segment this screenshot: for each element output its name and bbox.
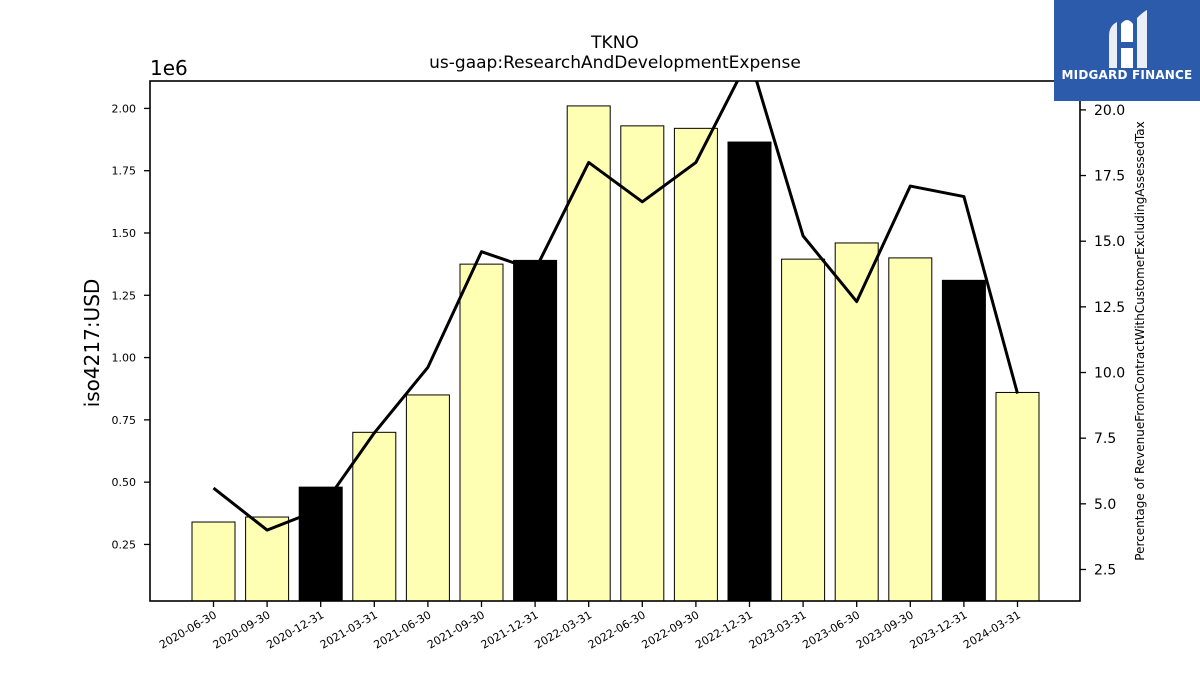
x-tick-label: 2022-09-30 xyxy=(640,608,702,651)
y2-axis-ticks: 2.5 5.0 7.5 10.0 12.5 15.0 17.5 20.0 xyxy=(1080,103,1125,578)
y-tick-label: 2.00 xyxy=(112,102,137,115)
bar-2022-12-31 xyxy=(727,141,772,602)
bar-2021-03-31 xyxy=(352,431,397,602)
x-tick-label: 2020-12-31 xyxy=(264,608,326,651)
x-tick-label: 2021-03-31 xyxy=(318,608,380,651)
bar-2021-09-30 xyxy=(459,263,504,602)
bar-2023-03-31 xyxy=(781,258,826,602)
bar-2022-09-30 xyxy=(673,127,718,602)
bar-2020-06-30 xyxy=(191,521,236,602)
bar-2024-03-31 xyxy=(995,391,1040,602)
y-tick-label: 0.50 xyxy=(112,476,137,489)
x-tick-label: 2023-12-31 xyxy=(908,608,970,651)
x-tick-label: 2023-06-30 xyxy=(800,608,862,651)
y2-tick-label: 15.0 xyxy=(1094,234,1125,250)
y2-tick-label: 2.5 xyxy=(1094,562,1116,578)
bar-2021-12-31 xyxy=(513,259,558,602)
x-tick-label: 2024-03-31 xyxy=(961,608,1023,651)
y-tick-label: 1.00 xyxy=(112,352,137,365)
chart-subtitle: us-gaap:ResearchAndDevelopmentExpense xyxy=(429,53,801,73)
bar-2021-06-30 xyxy=(405,394,450,602)
x-tick-label: 2021-12-31 xyxy=(479,608,541,651)
bar-2022-06-30 xyxy=(620,125,665,602)
bar-2022-03-31 xyxy=(566,105,611,602)
y2-tick-label: 12.5 xyxy=(1094,300,1125,316)
y-offset-label: 1e6 xyxy=(150,56,188,80)
x-tick-label: 2023-03-31 xyxy=(747,608,809,651)
y2-tick-label: 5.0 xyxy=(1094,497,1116,513)
y-tick-label: 1.25 xyxy=(112,289,137,302)
y-tick-label: 1.50 xyxy=(112,227,137,240)
y-axis-label: iso4217:USD xyxy=(80,279,104,408)
plot-frame xyxy=(149,80,1081,602)
chart-title: TKNO xyxy=(590,33,639,53)
bar-2023-09-30 xyxy=(888,257,933,602)
x-tick-label: 2020-09-30 xyxy=(211,608,273,651)
bar-2020-12-31 xyxy=(298,486,343,602)
y2-tick-label: 10.0 xyxy=(1094,366,1125,382)
bar-series xyxy=(191,105,1040,602)
x-tick-label: 2021-06-30 xyxy=(372,608,434,651)
y2-tick-label: 7.5 xyxy=(1094,431,1116,447)
revenue-percentage-line xyxy=(212,81,1019,532)
x-tick-label: 2020-06-30 xyxy=(157,608,219,651)
x-tick-label: 2023-09-30 xyxy=(854,608,916,651)
x-tick-label: 2022-03-31 xyxy=(532,608,594,651)
y-axis-ticks: 0.25 0.50 0.75 1.00 1.25 1.50 1.75 2.00 xyxy=(112,102,150,551)
x-tick-label: 2021-09-30 xyxy=(425,608,487,651)
logo-mark-icon xyxy=(1109,10,1147,68)
bar-2023-12-31 xyxy=(941,279,986,602)
x-tick-label: 2022-12-31 xyxy=(693,608,755,651)
y2-axis-label: Percentage of RevenueFromContractWithCus… xyxy=(1133,121,1147,560)
y-tick-label: 0.75 xyxy=(112,414,137,427)
bar-2023-06-30 xyxy=(834,242,879,602)
company-logo: MIDGARD FINANCE xyxy=(1054,0,1200,101)
y2-tick-label: 17.5 xyxy=(1094,169,1125,185)
y-tick-label: 0.25 xyxy=(112,538,137,551)
y2-tick-label: 20.0 xyxy=(1094,103,1125,119)
line-series xyxy=(212,81,1019,532)
logo-text: MIDGARD FINANCE xyxy=(1061,68,1193,82)
x-axis-ticks: 2020-06-302020-09-302020-12-312021-03-31… xyxy=(157,601,1023,652)
x-tick-label: 2022-06-30 xyxy=(586,608,648,651)
y-tick-label: 1.75 xyxy=(112,165,137,178)
